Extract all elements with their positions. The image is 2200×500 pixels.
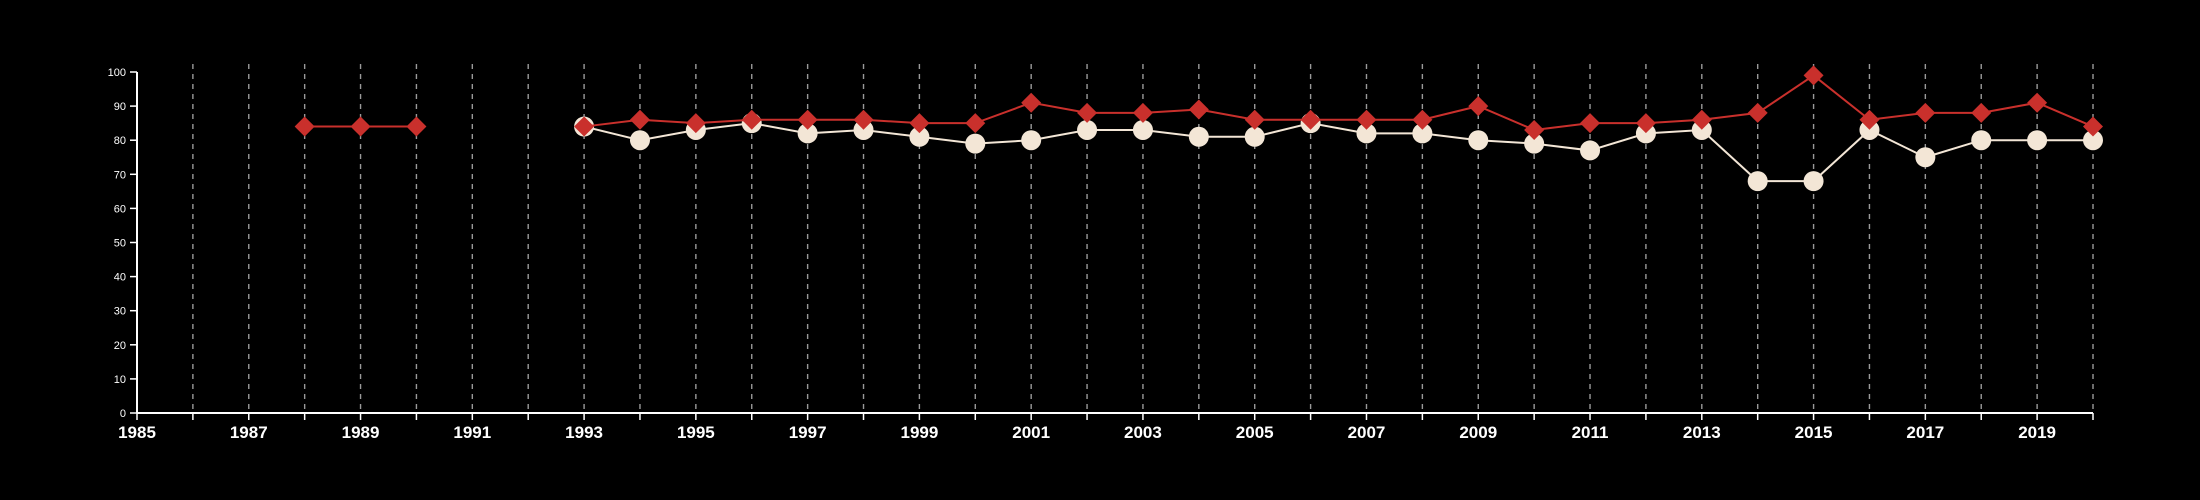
data-point — [1412, 123, 1433, 144]
x-tick-label: 2017 — [1906, 423, 1944, 442]
data-point — [629, 130, 650, 151]
data-point — [965, 113, 986, 134]
y-tick-label: 60 — [114, 203, 126, 215]
x-tick-label: 1995 — [677, 423, 715, 442]
data-point — [1635, 123, 1656, 144]
x-tick-label: 2019 — [2018, 423, 2056, 442]
data-point — [1300, 109, 1321, 130]
y-tick-label: 50 — [114, 238, 126, 250]
data-point — [797, 109, 818, 130]
data-point — [1524, 119, 1545, 140]
data-point — [1356, 109, 1377, 130]
x-tick-label: 2009 — [1459, 423, 1497, 442]
y-tick-label: 10 — [114, 374, 126, 386]
data-point — [1803, 171, 1824, 192]
x-tick-label: 1987 — [230, 423, 268, 442]
data-point — [1077, 102, 1098, 123]
x-tick-label: 2005 — [1236, 423, 1274, 442]
x-tick-label: 1989 — [342, 423, 380, 442]
data-point — [1859, 109, 1880, 130]
x-tick-label: 2013 — [1683, 423, 1721, 442]
data-point — [2027, 130, 2048, 151]
x-tick-label: 2007 — [1348, 423, 1386, 442]
data-point — [350, 116, 371, 137]
data-point — [1132, 119, 1153, 140]
data-point — [1356, 123, 1377, 144]
data-point — [1524, 133, 1545, 154]
data-point — [1635, 113, 1656, 134]
x-tick-label: 1991 — [453, 423, 491, 442]
data-point — [909, 113, 930, 134]
y-tick-label: 70 — [114, 169, 126, 181]
data-point — [1412, 109, 1433, 130]
x-tick-label: 2001 — [1012, 423, 1050, 442]
data-point — [1021, 92, 1042, 113]
data-point — [1132, 102, 1153, 123]
data-point — [1468, 96, 1489, 117]
y-tick-label: 80 — [114, 135, 126, 147]
y-tick-label: 100 — [108, 67, 126, 79]
x-tick-label: 1997 — [789, 423, 827, 442]
data-point — [1188, 126, 1209, 147]
data-point — [1580, 113, 1601, 134]
x-tick-label: 1999 — [900, 423, 938, 442]
data-point — [1077, 119, 1098, 140]
x-tick-label: 2003 — [1124, 423, 1162, 442]
grid-lines — [192, 64, 2094, 413]
data-point — [1971, 130, 1992, 151]
data-point — [1747, 171, 1768, 192]
data-point — [406, 116, 427, 137]
data-point — [1188, 99, 1209, 120]
data-point — [1691, 109, 1712, 130]
data-point — [1244, 109, 1265, 130]
x-tick-label: 1993 — [565, 423, 603, 442]
series-line — [583, 122, 2093, 183]
data-point — [1915, 147, 1936, 168]
data-point — [1915, 102, 1936, 123]
data-point — [797, 123, 818, 144]
series-1 — [294, 65, 2103, 140]
data-point — [1971, 102, 1992, 123]
data-point — [629, 109, 650, 130]
axes: 0 10 20 30 40 50 60 70 80 90 100 1985 1987 1989 1991 19… — [108, 67, 2094, 442]
data-point — [853, 119, 874, 140]
data-point — [741, 109, 762, 130]
data-point — [1021, 130, 1042, 151]
y-tick-label: 0 — [120, 408, 126, 420]
data-point — [2083, 130, 2103, 151]
data-point — [574, 116, 595, 137]
y-tick-label: 30 — [114, 306, 126, 318]
data-point — [1859, 119, 1880, 140]
data-point — [2027, 92, 2048, 113]
y-tick-label: 40 — [114, 272, 126, 284]
data-point — [685, 113, 706, 134]
data-point — [965, 133, 986, 154]
x-tick-label: 2015 — [1795, 423, 1833, 442]
y-tick-label: 20 — [114, 340, 126, 352]
data-point — [2083, 116, 2103, 137]
data-point — [1747, 102, 1768, 123]
data-point — [909, 126, 930, 147]
y-tick-label: 90 — [114, 101, 126, 113]
data-point — [1803, 65, 1824, 86]
data-point — [1244, 126, 1265, 147]
data-point — [1691, 119, 1712, 140]
x-tick-label: 1985 — [118, 423, 156, 442]
data-point — [294, 116, 315, 137]
x-tick-label: 2011 — [1572, 423, 1609, 442]
data-point — [1580, 140, 1601, 161]
data-point — [1468, 130, 1489, 151]
data-point — [853, 109, 874, 130]
series-layer — [294, 65, 2103, 192]
